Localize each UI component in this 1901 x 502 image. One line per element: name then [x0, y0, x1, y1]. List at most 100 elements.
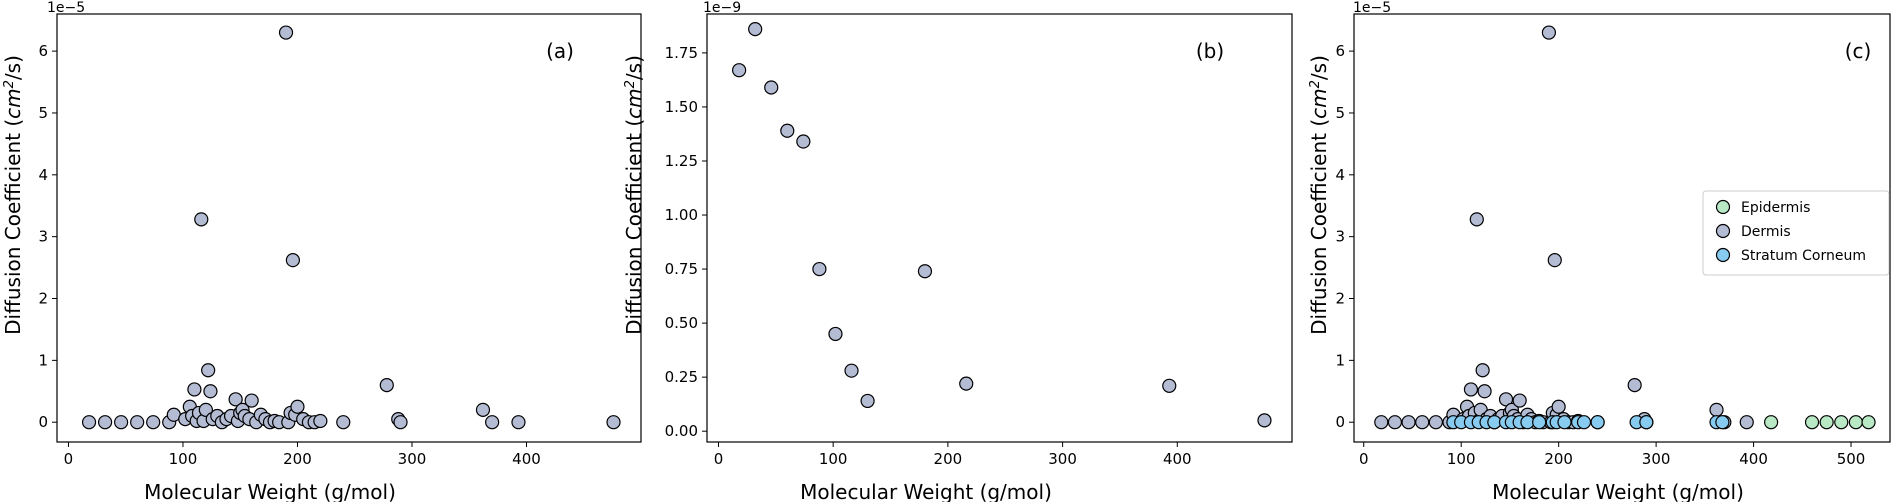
- panel-a-offset-text: 1e−5: [47, 0, 85, 16]
- panel-b-point-series: [748, 22, 763, 37]
- panel-b: 1e−9 Diffusion Coefficient (cm2/s) Molec…: [622, 0, 1293, 502]
- panel-c-point-epidermis: [1848, 415, 1863, 430]
- panel-a-point-series: [606, 415, 621, 430]
- panel-a-point-series: [485, 415, 500, 430]
- panel-c-point-dermis: [1547, 253, 1562, 268]
- panel-a-y-tick-label: 2: [38, 290, 48, 308]
- ylabel-power: 2: [2, 80, 17, 88]
- panel-a-plot-frame: [56, 13, 642, 443]
- panel-c-point-stratum-corneum: [1639, 415, 1654, 430]
- panel-c-point-dermis: [1551, 399, 1566, 414]
- panel-b-x-axis-label: Molecular Weight (g/mol): [800, 480, 1052, 502]
- ylabel-main: Diffusion Coefficient (: [1, 119, 25, 335]
- panel-a-point-series: [313, 413, 328, 429]
- panel-a-point-series: [194, 212, 209, 227]
- panel-a-y-tick-label: 1: [38, 351, 48, 369]
- panel-a-y-tick-label: 5: [38, 104, 48, 122]
- panel-a-point-series: [336, 415, 351, 430]
- panel-c-x-axis-label: Molecular Weight (g/mol): [1492, 480, 1744, 502]
- panel-c-y-tick-label: 0: [1335, 413, 1345, 431]
- ylabel-unit: cm: [1, 88, 25, 118]
- panel-a-x-tick-label: 300: [398, 450, 427, 468]
- panel-b-x-tick-label: 200: [934, 450, 963, 468]
- panel-a-x-axis-label: Molecular Weight (g/mol): [144, 480, 396, 502]
- legend-label-dermis: Dermis: [1741, 224, 1791, 240]
- panel-a-x-tick-label: 200: [283, 450, 312, 468]
- panel-b-point-series: [844, 363, 859, 378]
- panel-c-point-dermis: [1627, 377, 1642, 393]
- panel-b-point-series: [1257, 413, 1272, 428]
- panel-a-label: (a): [546, 39, 574, 63]
- panel-c-point-dermis: [1415, 415, 1430, 430]
- panel-a-y-tick-label: 6: [38, 42, 48, 60]
- panel-b-point-series: [732, 63, 747, 78]
- legend-marker-stratum-corneum: [1715, 247, 1731, 263]
- panel-b-y-tick-label: 1.50: [665, 98, 698, 116]
- panel-c-point-stratum-corneum: [1576, 415, 1592, 430]
- panel-c-point-epidermis: [1764, 415, 1779, 430]
- panel-b-point-series: [917, 264, 933, 279]
- panel-b-x-tick-label: 0: [714, 450, 724, 468]
- panel-b-point-series: [780, 123, 795, 138]
- panel-b-point-series: [959, 376, 974, 391]
- panel-a-point-series: [81, 415, 97, 430]
- panel-a-point-series: [201, 363, 216, 378]
- panel-a-y-tick-label: 4: [38, 166, 48, 184]
- panel-b-offset-text: 1e−9: [703, 0, 741, 16]
- panel-c-point-dermis: [1709, 402, 1724, 417]
- panel-b-x-tick-label: 100: [819, 450, 848, 468]
- panel-c-plot-frame: [1353, 13, 1891, 443]
- panel-c: 1e−5 Diffusion Coefficient (cm2/s) Molec…: [1307, 0, 1891, 502]
- ylabel-power: 2: [1308, 80, 1323, 88]
- panel-c-x-tick-label: 500: [1837, 450, 1866, 468]
- panel-c-point-epidermis: [1834, 415, 1849, 430]
- panel-a-point-series: [130, 415, 145, 430]
- panel-b-point-series: [764, 80, 779, 95]
- panel-c-point-stratum-corneum: [1590, 415, 1605, 430]
- panel-a-point-series: [244, 393, 259, 408]
- panel-c-point-dermis: [1428, 415, 1443, 430]
- panel-b-y-tick-label: 0.75: [665, 260, 698, 278]
- panel-a-y-tick-label: 3: [38, 228, 48, 246]
- panel-c-point-dermis: [1739, 415, 1754, 430]
- panel-b-y-axis-label: Diffusion Coefficient (cm2/s): [622, 55, 646, 335]
- panel-a-point-series: [146, 415, 161, 430]
- panel-c-point-stratum-corneum: [1715, 415, 1730, 430]
- panel-b-point-series: [796, 134, 811, 149]
- panel-a-y-tick-label: 0: [38, 413, 48, 431]
- panel-b-point-series: [1162, 378, 1177, 393]
- panel-c-label: (c): [1845, 39, 1872, 63]
- panel-b-x-tick-label: 400: [1163, 450, 1192, 468]
- legend-label-epidermis: Epidermis: [1741, 200, 1810, 216]
- panel-c-y-tick-label: 1: [1335, 351, 1345, 369]
- panel-c-y-tick-label: 6: [1335, 42, 1345, 60]
- legend-marker-dermis: [1715, 223, 1731, 239]
- panel-c-y-tick-label: 3: [1335, 228, 1345, 246]
- panel-b-y-tick-label: 0.25: [665, 368, 698, 386]
- panel-a-x-tick-label: 400: [512, 450, 541, 468]
- panel-a-point-series: [187, 382, 202, 397]
- panel-c-x-tick-label: 300: [1642, 450, 1671, 468]
- panel-b-y-tick-label: 1.00: [665, 206, 698, 224]
- panel-a-point-series: [114, 415, 129, 430]
- panel-c-x-tick-label: 200: [1544, 450, 1573, 468]
- panel-c-point-dermis: [1463, 382, 1479, 397]
- panel-a-point-series: [379, 377, 394, 393]
- panel-a-point-series: [278, 25, 294, 40]
- panel-b-point-series: [812, 261, 827, 277]
- panel-c-point-dermis: [1475, 363, 1490, 378]
- panel-c-point-stratum-corneum: [1532, 415, 1547, 430]
- legend-label-stratum-corneum: Stratum Corneum: [1741, 248, 1866, 264]
- panel-c-offset-text: 1e−5: [1353, 0, 1391, 16]
- ylabel-tail: /s): [1, 55, 25, 80]
- panel-b-plot-frame: [706, 13, 1293, 443]
- panel-c-point-dermis: [1541, 25, 1557, 40]
- panel-c-y-axis-label: Diffusion Coefficient (cm2/s): [1307, 55, 1331, 335]
- ylabel-unit: cm: [622, 88, 646, 118]
- panel-a-point-series: [203, 384, 218, 399]
- panel-c-x-tick-label: 400: [1739, 450, 1768, 468]
- panel-a-x-tick-label: 0: [64, 450, 74, 468]
- panel-b-point-series: [828, 326, 843, 342]
- panel-c-point-dermis: [1477, 384, 1492, 399]
